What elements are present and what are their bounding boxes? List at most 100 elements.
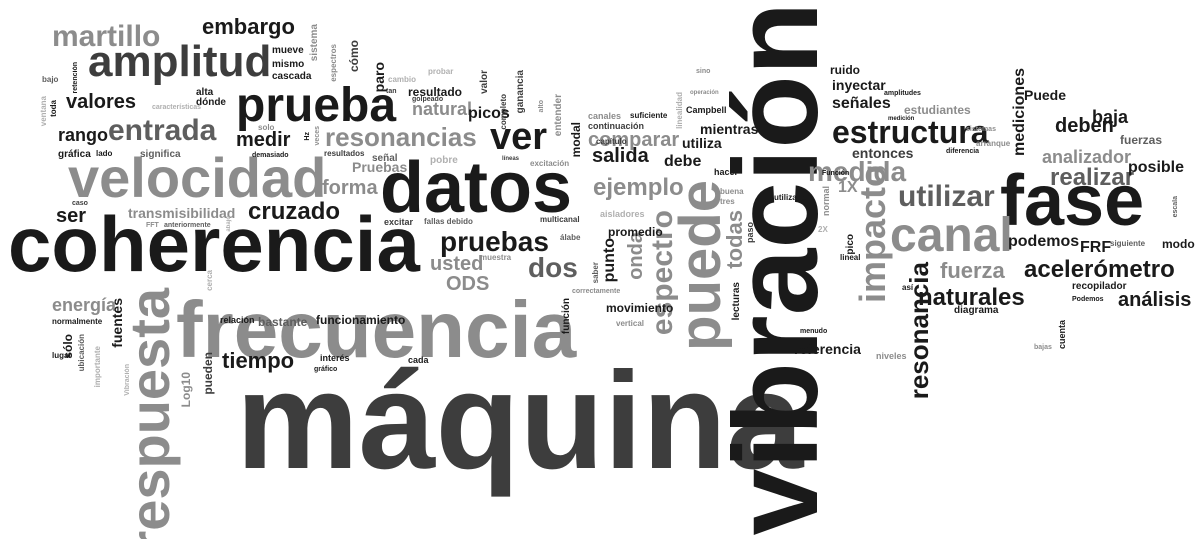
word-fuerzas: fuerzas bbox=[1120, 133, 1163, 147]
word-respuesta: respuesta bbox=[118, 288, 181, 539]
word-normalmente: normalmente bbox=[52, 317, 103, 326]
word-fft: FFT bbox=[146, 222, 159, 229]
word-modo: modo bbox=[1162, 237, 1195, 251]
word-fase: fase bbox=[1000, 161, 1145, 241]
word-siguiente: siguiente bbox=[1110, 239, 1146, 248]
word-completo: completo bbox=[499, 94, 508, 130]
word-probar: probar bbox=[428, 67, 454, 76]
word-lecturas: lecturas bbox=[731, 282, 742, 321]
word-tres: tres bbox=[720, 197, 735, 206]
word-lado: lado bbox=[96, 149, 113, 158]
word-fuentes: fuentes bbox=[109, 298, 125, 348]
word-estudiantes: estudiantes bbox=[904, 103, 971, 117]
word-embargo: embargo bbox=[202, 14, 295, 39]
word-valores: valores bbox=[66, 91, 137, 113]
word-arranque: arranque bbox=[976, 139, 1011, 148]
word-onda: onda bbox=[625, 232, 647, 280]
word-continuacion: continuación bbox=[588, 121, 644, 131]
word-ventana: ventana bbox=[39, 96, 48, 127]
word-posible: posible bbox=[1128, 159, 1185, 176]
word-fuerza: fuerza bbox=[940, 258, 1005, 283]
word-medicion: medición bbox=[888, 116, 915, 122]
word-comparar: comparar bbox=[588, 129, 680, 151]
word-cuenta: cuenta bbox=[1057, 320, 1067, 350]
word-cada: cada bbox=[408, 355, 429, 365]
word-buena: buena bbox=[720, 187, 744, 196]
word-medir: medir bbox=[236, 129, 291, 151]
word-ser: ser bbox=[56, 205, 87, 227]
word-rango: rango bbox=[58, 125, 109, 145]
word-mientras: mientras bbox=[700, 121, 759, 137]
word-cerca: cerca bbox=[205, 270, 214, 291]
word-baja: baja bbox=[1092, 107, 1129, 127]
word-correctamente: correctamente bbox=[572, 288, 621, 295]
word-usted: usted bbox=[430, 253, 484, 275]
word-canales: canales bbox=[588, 111, 622, 121]
word-debe: debe bbox=[664, 153, 702, 170]
word-frf: FRF bbox=[1080, 239, 1112, 256]
word-caracteristicas: características bbox=[152, 104, 202, 111]
word-pruebas: pruebas bbox=[440, 226, 549, 257]
word-donde: dónde bbox=[196, 97, 226, 108]
word-cascada: cascada bbox=[272, 71, 312, 82]
word-senal: señal bbox=[372, 153, 398, 164]
word-ejemplo: ejemplo bbox=[593, 174, 684, 201]
word-anteriormente: anteriormente bbox=[164, 222, 211, 229]
word-cambio: cambio bbox=[388, 75, 417, 84]
word-entender: entender bbox=[553, 94, 564, 137]
word-solo-acc: sólo bbox=[61, 334, 75, 359]
word-modal: modal bbox=[569, 122, 583, 158]
word-promedio: promedio bbox=[608, 225, 663, 239]
word-excitacion: excitación bbox=[530, 159, 570, 168]
word-retencion: retención bbox=[72, 62, 79, 94]
word-grafica: gráfica bbox=[58, 149, 91, 160]
word-canal: canal bbox=[890, 209, 1013, 262]
word-asi: así bbox=[902, 283, 914, 292]
word-pruebas-cap: Pruebas bbox=[352, 159, 408, 175]
word-punto: punto bbox=[601, 238, 618, 283]
word-movimiento: movimiento bbox=[606, 301, 674, 315]
word-sistema: sistema bbox=[309, 24, 320, 62]
word-senales: señales bbox=[832, 95, 891, 112]
word-analisis: análisis bbox=[1118, 289, 1192, 311]
word-amplitudes: amplitudes bbox=[884, 90, 921, 97]
word-log10: Log10 bbox=[179, 372, 193, 408]
word-dos: dos bbox=[528, 252, 578, 283]
word-grafico: gráfico bbox=[314, 366, 338, 373]
word-picos: picos bbox=[468, 105, 510, 122]
word-velocidad: velocidad bbox=[68, 146, 327, 209]
word-1x: 1X bbox=[838, 179, 858, 196]
word-ods: ODS bbox=[446, 273, 490, 295]
word-prueba: prueba bbox=[236, 79, 397, 132]
word-cruzado: cruzado bbox=[248, 198, 341, 225]
word-bastante: bastante bbox=[258, 315, 308, 329]
word-martillo: martillo bbox=[52, 20, 161, 53]
word-ver: ver bbox=[490, 116, 548, 158]
word-significa: significa bbox=[140, 149, 181, 160]
word-ganancia: ganancia bbox=[515, 70, 526, 114]
word-frecuencia: frecuencia bbox=[176, 285, 577, 374]
word-acelerometro: acelerómetro bbox=[1024, 256, 1175, 283]
word-utilizar: utilizar bbox=[898, 180, 995, 213]
word-valor: valor bbox=[479, 70, 490, 94]
word-podemos: podemos bbox=[1008, 233, 1080, 250]
word-hacer: hacer bbox=[714, 167, 739, 177]
word-resultado: resultado bbox=[408, 85, 463, 99]
word-diferencia: diferencia bbox=[946, 148, 980, 155]
word-ruido: ruido bbox=[830, 63, 860, 77]
word-diagrama: diagrama bbox=[954, 305, 999, 316]
word-utilizada: utilizada bbox=[774, 193, 807, 202]
word-recopilador: recopilador bbox=[1072, 281, 1127, 292]
word-alto: alto bbox=[538, 100, 545, 113]
word-aisladores: aisladores bbox=[600, 209, 645, 219]
word-utiliza: utiliza bbox=[682, 135, 722, 151]
word-entonces: entonces bbox=[852, 145, 914, 161]
word-maquina: máquina bbox=[236, 344, 804, 498]
word-funcionamiento: funcionamiento bbox=[316, 313, 406, 327]
word-puede-cap: Puede bbox=[1024, 87, 1067, 103]
word-vibracion-cap: Vibración bbox=[124, 364, 131, 396]
word-todas: todas bbox=[722, 210, 747, 269]
word-linealidad: linealidad bbox=[675, 92, 684, 129]
word-suficiente: suficiente bbox=[630, 111, 668, 120]
